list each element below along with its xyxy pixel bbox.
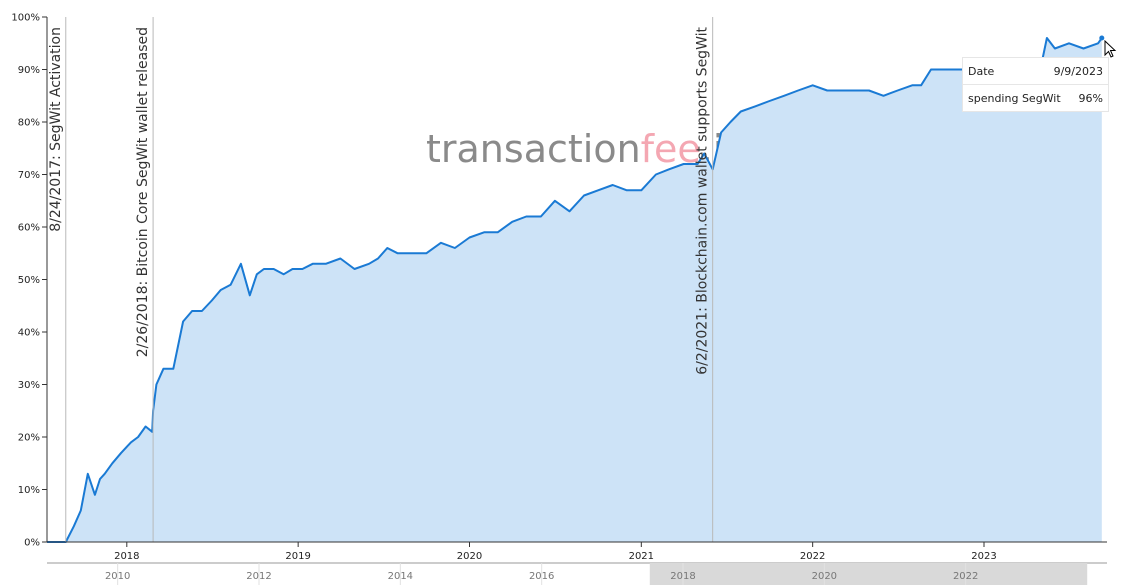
y-tick-label: 100% bbox=[11, 13, 40, 24]
tooltip-row-date: Date 9/9/2023 bbox=[963, 58, 1108, 84]
navigator-label: 2016 bbox=[529, 571, 554, 582]
x-tick-label: 2020 bbox=[457, 551, 482, 562]
tooltip: Date 9/9/2023 spending SegWit 96% bbox=[962, 57, 1109, 112]
event-label: 8/24/2017: SegWit Activation bbox=[48, 27, 64, 232]
tooltip-date-label: Date bbox=[968, 65, 995, 78]
mouse-pointer-icon bbox=[1104, 40, 1117, 58]
event-markers: 8/24/2017: SegWit Activation 2/26/2018: B… bbox=[48, 17, 714, 542]
x-tick-label: 2021 bbox=[629, 551, 654, 562]
watermark-part-transaction: transaction bbox=[426, 127, 641, 171]
area-series bbox=[47, 35, 1105, 543]
x-tick-label: 2018 bbox=[114, 551, 139, 562]
y-tick-label: 0% bbox=[24, 538, 40, 549]
series-area-fill bbox=[47, 38, 1102, 542]
navigator-selection[interactable] bbox=[649, 563, 1088, 585]
hover-marker bbox=[1099, 35, 1105, 41]
x-tick-label: 2019 bbox=[285, 551, 310, 562]
y-tick-label: 90% bbox=[18, 65, 40, 76]
navigator-label: 2018 bbox=[670, 571, 695, 582]
y-tick-label: 50% bbox=[18, 275, 40, 286]
x-tick-label: 2022 bbox=[800, 551, 825, 562]
tooltip-series-label: spending SegWit bbox=[968, 92, 1061, 105]
y-tick-label: 80% bbox=[18, 118, 40, 129]
navigator-label: 2020 bbox=[812, 571, 837, 582]
event-label: 2/26/2018: Bitcoin Core SegWit wallet re… bbox=[135, 27, 151, 357]
y-tick-label: 40% bbox=[18, 328, 40, 339]
tooltip-date-value: 9/9/2023 bbox=[1053, 65, 1103, 78]
series-line bbox=[47, 37, 1103, 543]
navigator-label: 2012 bbox=[246, 571, 271, 582]
event-label: 6/2/2021: Blockchain.com wallet supports… bbox=[695, 26, 711, 374]
y-tick-label: 20% bbox=[18, 433, 40, 444]
navigator-label: 2022 bbox=[953, 571, 978, 582]
tooltip-series-value: 96% bbox=[1078, 92, 1103, 105]
axes: 0% 10% 20% 30% 40% 50% 60% 70% 80% 90% 100% 2018 201… bbox=[11, 13, 1107, 562]
y-tick-label: 30% bbox=[18, 380, 40, 391]
navigator[interactable]: 2010 2012 2014 2016 2018 2020 2022 bbox=[47, 562, 1107, 585]
navigator-label: 2010 bbox=[105, 571, 130, 582]
x-tick-label: 2023 bbox=[971, 551, 996, 562]
y-tick-label: 60% bbox=[18, 223, 40, 234]
y-tick-label: 70% bbox=[18, 170, 40, 181]
tooltip-row-series: spending SegWit 96% bbox=[963, 84, 1108, 111]
navigator-label: 2014 bbox=[388, 571, 413, 582]
y-tick-label: 10% bbox=[18, 485, 40, 496]
